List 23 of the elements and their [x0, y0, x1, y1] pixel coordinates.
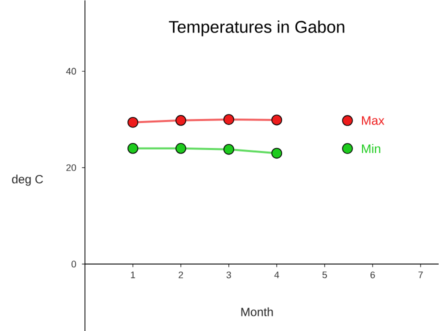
x-tick-label: 4 — [274, 271, 280, 278]
point — [128, 116, 138, 128]
point — [223, 144, 234, 154]
text: Temperatures in Gabon — [168, 20, 344, 36]
x-tick-label: 3 — [226, 271, 231, 278]
x-tick-label: 5 — [322, 271, 327, 278]
y-tick-label: 0 — [72, 260, 76, 268]
y-axis-title: deg C — [12, 174, 43, 186]
legend-label: Min — [362, 144, 380, 153]
point — [271, 148, 282, 158]
legend-label: Max — [362, 116, 384, 125]
x-axis-title: Month — [241, 307, 273, 316]
point — [128, 142, 138, 154]
x-tick-label: 7 — [418, 271, 423, 278]
point — [223, 114, 234, 125]
x-tick-label: 1 — [130, 271, 136, 278]
x-tick-label: 6 — [370, 271, 375, 278]
x-tick-label: 2 — [178, 271, 183, 278]
point — [175, 114, 186, 126]
y-tick-label: 40 — [66, 68, 76, 74]
point — [271, 114, 282, 126]
y-tick-label: 20 — [66, 164, 76, 171]
point — [175, 142, 186, 154]
